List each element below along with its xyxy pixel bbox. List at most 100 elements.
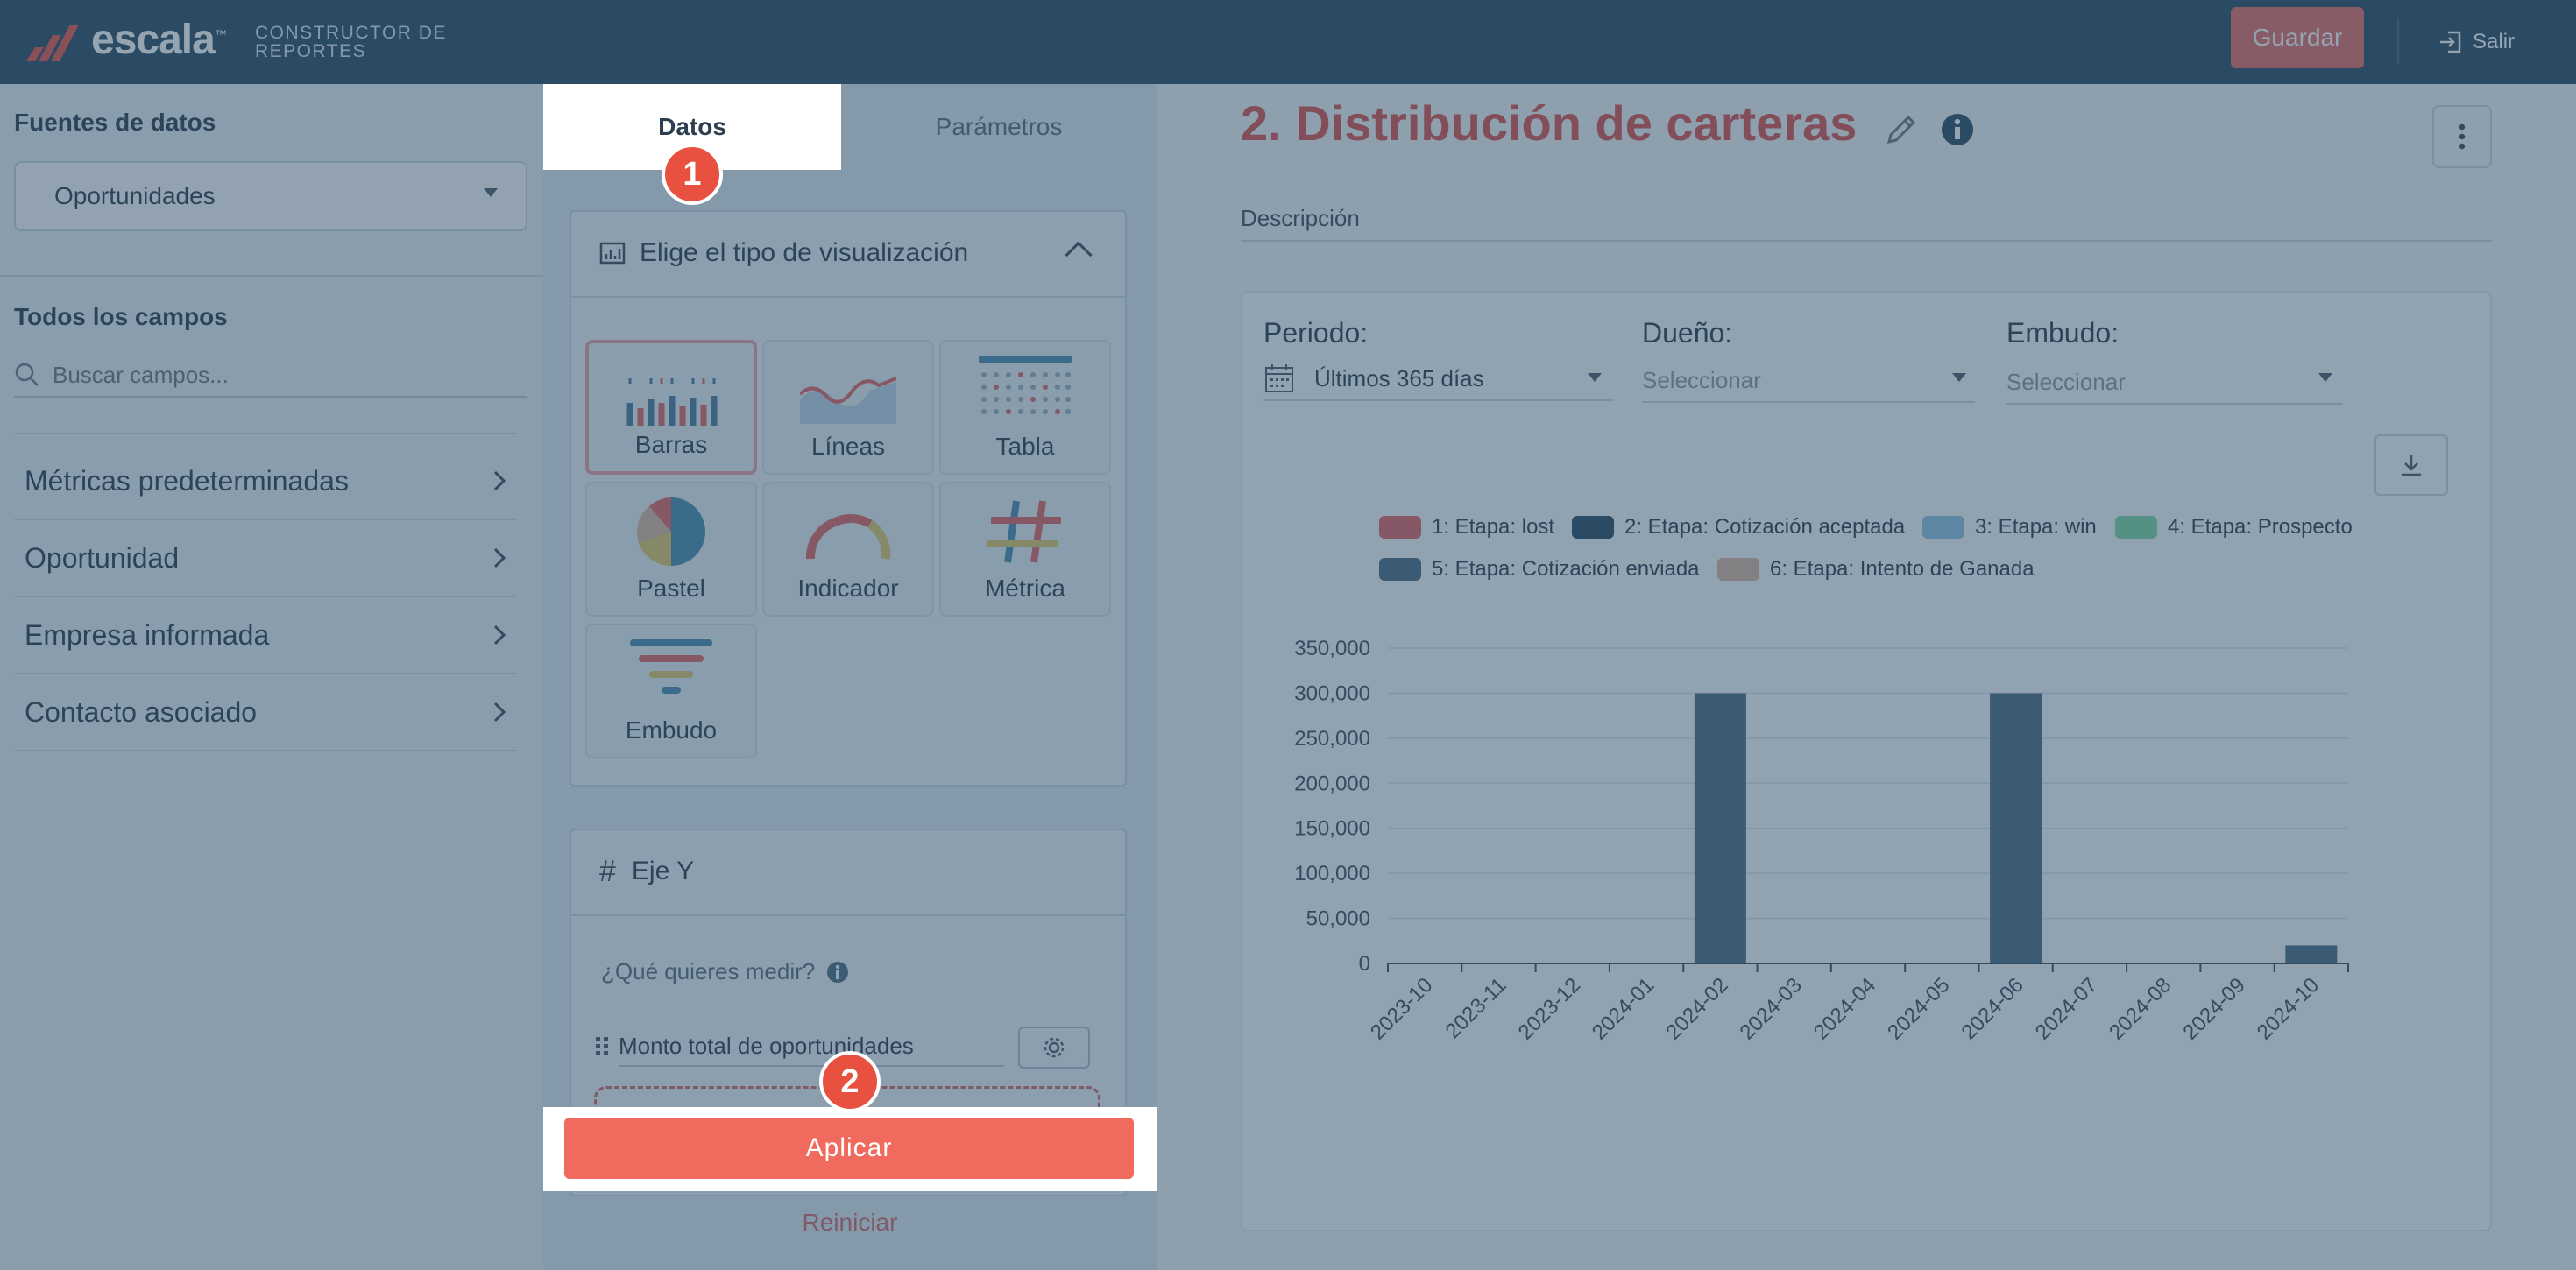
data-source-select[interactable]: Oportunidades [14,161,527,231]
chart-frame-icon [599,242,626,265]
field-search [14,354,527,398]
search-icon [15,363,39,386]
table-icon [979,356,1072,414]
reset-button[interactable]: Reiniciar [802,1209,898,1236]
owner-select[interactable]: Seleccionar [1642,359,1975,403]
category-label: Contacto asociado [25,695,258,728]
funnel-icon [630,639,712,694]
bar [1694,693,1746,963]
sidebar-divider [0,275,543,277]
legend-label: 2: Etapa: Cotización aceptada [1624,515,1906,539]
tab-parametros[interactable]: Parámetros [935,113,1063,140]
chevron-right-icon [493,624,506,646]
owner-label: Dueño: [1642,317,1733,349]
step-marker-1: 1 [662,144,723,205]
category-label: Oportunidad [25,541,180,574]
vis-type-label: Tabla [995,433,1055,460]
x-tick-label: 2024-10 [2253,973,2324,1044]
legend-label: 3: Etapa: win [1975,515,2097,539]
funnel-label: Embudo: [2006,317,2120,349]
hash-icon [987,500,1061,563]
description-field[interactable]: Descripción [1241,205,2492,242]
legend-swatch [1572,516,1614,539]
calendar-icon [1265,364,1293,392]
period-label: Periodo: [1263,317,1369,349]
x-tick-label: 2024-06 [1957,973,2028,1044]
logo-mark-icon [26,25,79,61]
x-tick-label: 2024-08 [2105,973,2176,1044]
hash-icon: # [599,854,616,888]
owner-placeholder: Seleccionar [1642,366,1761,393]
period-value: Últimos 365 días [1314,364,1484,392]
legend-item[interactable]: 5: Etapa: Cotización enviada [1379,557,1700,582]
vis-type-label: Barras [634,431,708,458]
vis-type-label: Embudo [625,716,718,744]
vis-type-bars[interactable]: Barras [585,340,757,475]
x-tick-label: 2024-07 [2031,973,2102,1044]
vis-type-lines[interactable]: Líneas [762,340,934,475]
funnel-select[interactable]: Seleccionar [2006,361,2343,405]
vis-type-label: Líneas [810,433,886,460]
category-label: Métricas predeterminadas [25,464,349,497]
download-button[interactable] [2374,434,2448,496]
y-axis-title: Eje Y [631,857,695,885]
y-tick-label: 350,000 [1294,637,1370,660]
vis-type-metric[interactable]: Métrica [939,482,1111,617]
legend-item[interactable]: 3: Etapa: win [1922,515,2097,540]
vis-type-pie[interactable]: Pastel [585,482,757,617]
vis-type-funnel[interactable]: Embudo [585,624,757,758]
y-tick-label: 50,000 [1306,907,1370,931]
x-tick-label: 2024-05 [1883,973,1954,1044]
vis-type-gauge[interactable]: Indicador [762,482,934,617]
exit-label: Salir [2473,30,2516,53]
vis-type-table[interactable]: Tabla [939,340,1111,475]
legend-swatch [1379,558,1421,581]
period-select[interactable]: Últimos 365 días [1263,357,1614,401]
legend-swatch [2115,516,2157,539]
all-fields-label: Todos los campos [14,303,228,330]
chevron-down-icon [484,188,498,197]
info-icon[interactable] [1940,112,1975,147]
chevron-right-icon [493,547,506,568]
category-company[interactable]: Empresa informada [14,597,517,674]
legend-item[interactable]: 6: Etapa: Intento de Ganada [1717,557,2035,582]
legend-label: 1: Etapa: lost [1432,515,1555,539]
x-tick-label: 2024-01 [1588,973,1659,1044]
save-button[interactable]: Guardar [2231,7,2364,68]
exit-button[interactable]: Salir [2438,23,2515,61]
chevron-down-icon [2318,373,2332,382]
gauge-icon [805,514,891,560]
y-axis-field[interactable]: Monto total de oportunidades [619,1027,1004,1067]
report-title: 2. Distribución de carteras [1241,95,1858,151]
legend-swatch [1379,516,1421,539]
category-metrics[interactable]: Métricas predeterminadas [14,443,517,520]
x-tick-label: 2024-04 [1809,973,1880,1044]
category-opportunity[interactable]: Oportunidad [14,520,517,597]
y-tick-label: 150,000 [1294,817,1370,841]
vis-type-label: Pastel [637,575,705,602]
topbar-divider [2397,18,2399,65]
bar-chart: 0 50,000 100,000 150,000 200,000 250,000 300,0… [1294,637,2349,1045]
legend-item[interactable]: 4: Etapa: Prospecto [2115,515,2353,540]
edit-pencil-icon[interactable] [1882,110,1921,149]
x-tick-label: 2024-02 [1661,973,1732,1044]
bar [1990,693,2042,963]
field-settings-button[interactable] [1018,1027,1090,1069]
x-tick-label: 2024-09 [2178,973,2249,1044]
logout-icon [2440,31,2461,53]
category-label: Empresa informada [25,618,270,651]
apply-button[interactable]: Aplicar [564,1118,1134,1179]
x-tick-label: 2023-12 [1514,973,1585,1044]
visualization-header[interactable]: Elige el tipo de visualización [570,210,1127,298]
drag-handle-icon[interactable] [594,1035,610,1058]
legend-item[interactable]: 2: Etapa: Cotización aceptada [1572,515,1905,540]
vis-type-label: Métrica [985,575,1065,602]
category-contact[interactable]: Contacto asociado [14,674,517,751]
bar-chart-icon [626,378,718,426]
more-options-button[interactable] [2432,105,2492,168]
info-icon[interactable] [825,960,850,984]
legend-label: 6: Etapa: Intento de Ganada [1770,557,2035,581]
legend-item[interactable]: 1: Etapa: lost [1379,515,1554,540]
y-question-label: ¿Qué quieres medir? [601,958,816,984]
search-input[interactable] [53,361,508,389]
